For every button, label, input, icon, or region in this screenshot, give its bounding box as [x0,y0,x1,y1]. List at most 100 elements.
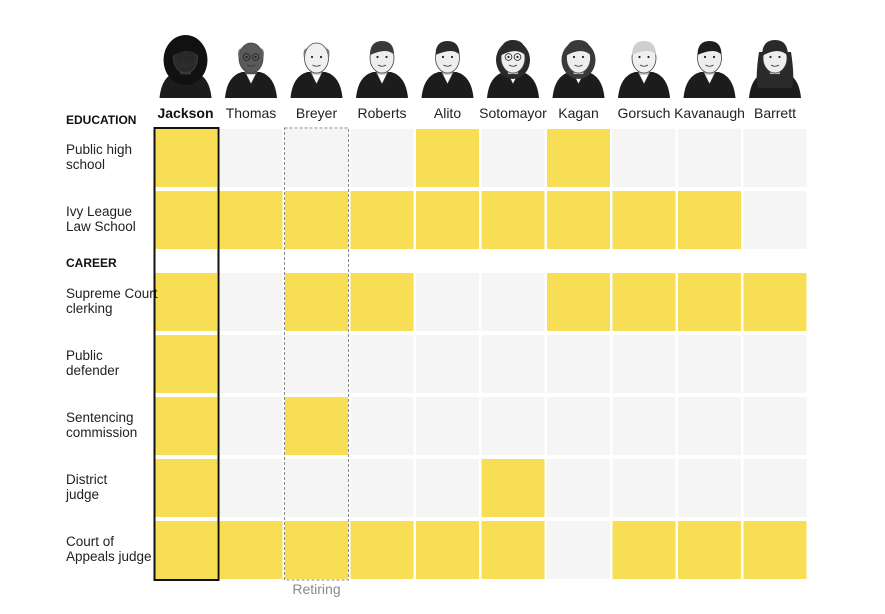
row-label-line: Law School [66,219,136,234]
retiring-note: Retiring [292,581,340,597]
cell-public-high-school-kagan [547,129,610,187]
cell-district-judge-barrett [743,459,807,517]
cell-public-high-school-thomas [219,129,283,187]
cell-supreme-court-clerking-alito [416,273,479,331]
mouth-shape [508,64,518,67]
portrait-thomas [225,42,277,98]
hair-top-shape [697,41,722,55]
hair-top-shape [435,41,460,55]
face-shape [304,42,329,74]
eye-left [572,55,576,59]
robe-shape [290,72,343,98]
glasses-left [177,53,185,61]
cell-ivy-league-law-school-kavanaugh [678,191,741,249]
eye-left [769,55,772,59]
row-label-supreme-court-clerking: Supreme Court clerking [66,286,158,316]
cell-ivy-league-law-school-sotomayor [481,191,545,249]
name-label-kavanaugh: Kavanaugh [674,105,745,121]
portrait-kavanaugh [683,41,736,98]
robe-shape [552,72,605,98]
portrait-gorsuch [618,41,670,98]
name-label-gorsuch: Gorsuch [618,105,671,121]
name-labels-group: Jackson Thomas Breyer Roberts Alito Sotomayor… [157,105,796,121]
cell-sentencing-commission-kavanaugh [678,397,741,455]
cell-district-judge-kavanaugh [678,459,741,517]
cell-sentencing-commission-sotomayor [481,397,545,455]
hair-side-shape [326,48,330,58]
cell-district-judge-alito [416,459,479,517]
cell-ivy-league-law-school-breyer [285,191,348,249]
row-label-public-defender: Public defender [66,348,120,378]
cell-supreme-court-clerking-thomas [219,273,283,331]
cell-court-of-appeals-judge-breyer [285,521,348,579]
cell-public-high-school-alito [416,129,479,187]
eye-right [188,55,192,59]
glasses-right [186,53,194,61]
cell-public-defender-breyer [285,335,348,393]
eye-left [310,55,314,59]
eye-left [376,55,379,59]
mouth-shape [574,64,583,67]
eye-right [778,55,781,59]
row-label-court-of-appeals-judge: Court of Appeals judge [66,534,152,564]
robe-shape [487,72,539,98]
cell-public-high-school-jackson [154,129,217,187]
face-shape [238,42,264,74]
name-label-breyer: Breyer [296,105,338,121]
cell-supreme-court-clerking-kavanaugh [678,273,741,331]
name-label-sotomayor: Sotomayor [479,105,547,121]
cell-court-of-appeals-judge-sotomayor [481,521,545,579]
robe-shape [225,72,277,98]
hair-top-shape [762,40,788,56]
cell-sentencing-commission-alito [416,397,479,455]
cell-public-defender-jackson [154,335,217,393]
glasses-right [513,53,522,61]
robe-shape [683,72,736,98]
glasses-left [242,53,251,61]
cell-sentencing-commission-barrett [743,397,807,455]
cell-public-defender-roberts [350,335,414,393]
hair-top-shape [565,40,592,56]
glasses-right [251,53,260,61]
cell-supreme-court-clerking-barrett [743,273,807,331]
cell-court-of-appeals-judge-kagan [547,521,610,579]
row-label-district-judge: District judge [65,472,107,502]
glasses-left [504,53,513,61]
row-label-line: Court of [66,534,114,549]
mouth-shape [705,64,714,67]
cell-sentencing-commission-breyer [285,397,348,455]
eye-left [703,55,707,59]
cell-sentencing-commission-gorsuch [612,397,676,455]
robe-shape [618,72,670,98]
row-label-line: school [66,157,105,172]
cell-ivy-league-law-school-alito [416,191,479,249]
portrait-alito [421,41,474,98]
hair-side-shape [260,48,264,58]
hair-top-shape [632,41,656,55]
cell-public-high-school-roberts [350,129,414,187]
portrait-barrett [749,40,801,98]
cell-sentencing-commission-kagan [547,397,610,455]
portrait-sotomayor [487,40,539,98]
cell-district-judge-gorsuch [612,459,676,517]
eye-left [638,55,641,59]
cell-public-defender-alito [416,335,479,393]
row-label-line: Appeals judge [66,549,152,564]
cell-supreme-court-clerking-gorsuch [612,273,676,331]
portrait-jackson [159,35,212,98]
cell-supreme-court-clerking-jackson [154,273,217,331]
mouth-shape [312,64,321,67]
row-label-line: commission [66,425,137,440]
cell-supreme-court-clerking-breyer [285,273,348,331]
eye-right [581,55,585,59]
eye-right [516,55,519,59]
row-label-line: defender [66,363,120,378]
name-label-jackson: Jackson [157,105,213,121]
cell-court-of-appeals-judge-kavanaugh [678,521,741,579]
cell-sentencing-commission-jackson [154,397,217,455]
name-label-thomas: Thomas [226,105,277,121]
row-label-line: District [66,472,107,487]
row-label-sentencing-commission: Sentencing commission [66,410,137,440]
robe-shape [421,72,474,98]
cell-court-of-appeals-judge-barrett [743,521,807,579]
